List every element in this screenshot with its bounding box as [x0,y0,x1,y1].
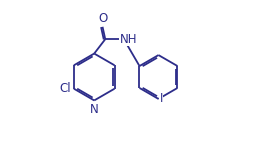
Text: O: O [98,12,107,25]
Text: NH: NH [120,33,137,46]
Text: N: N [90,103,99,116]
Text: Cl: Cl [59,82,71,95]
Text: I: I [160,92,163,105]
